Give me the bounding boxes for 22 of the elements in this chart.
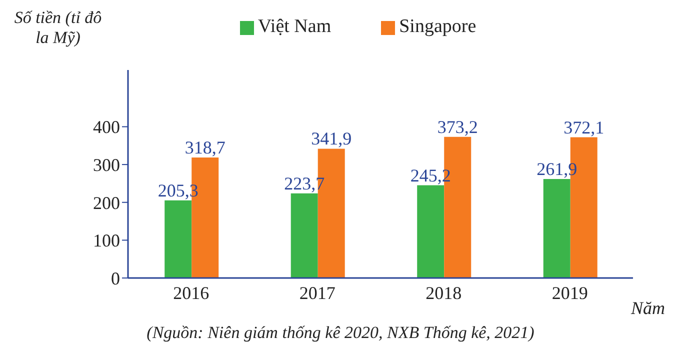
x-tick-label: 2018 <box>426 282 462 303</box>
x-tick-label: 2019 <box>552 282 588 303</box>
x-tick-label: 2016 <box>173 282 210 303</box>
legend-label: Singapore <box>399 16 476 37</box>
data-label: 318,7 <box>184 137 226 158</box>
y-tick-label: 300 <box>93 154 120 175</box>
data-label: 372,1 <box>564 117 604 138</box>
y-tick-label: 0 <box>111 268 120 288</box>
y-axis-title: Số tiền (tỉ đô la Mỹ) <box>13 8 103 48</box>
data-label: 341,9 <box>311 128 352 149</box>
bar <box>164 200 192 278</box>
y-tick-label: 200 <box>93 192 120 213</box>
data-label: 373,2 <box>437 116 478 137</box>
bar <box>290 193 318 278</box>
x-axis-title: Năm <box>630 298 665 319</box>
legend-label: Việt Nam <box>258 16 332 37</box>
y-tick-label: 100 <box>93 230 120 251</box>
bar <box>417 185 444 278</box>
y-tick-label: 400 <box>93 117 120 138</box>
x-tick-label: 2017 <box>299 282 336 303</box>
text: (Nguồn: Niên giám thống kê 2020, NXB Thống kê, 2021) <box>146 323 536 343</box>
bar <box>543 178 570 278</box>
